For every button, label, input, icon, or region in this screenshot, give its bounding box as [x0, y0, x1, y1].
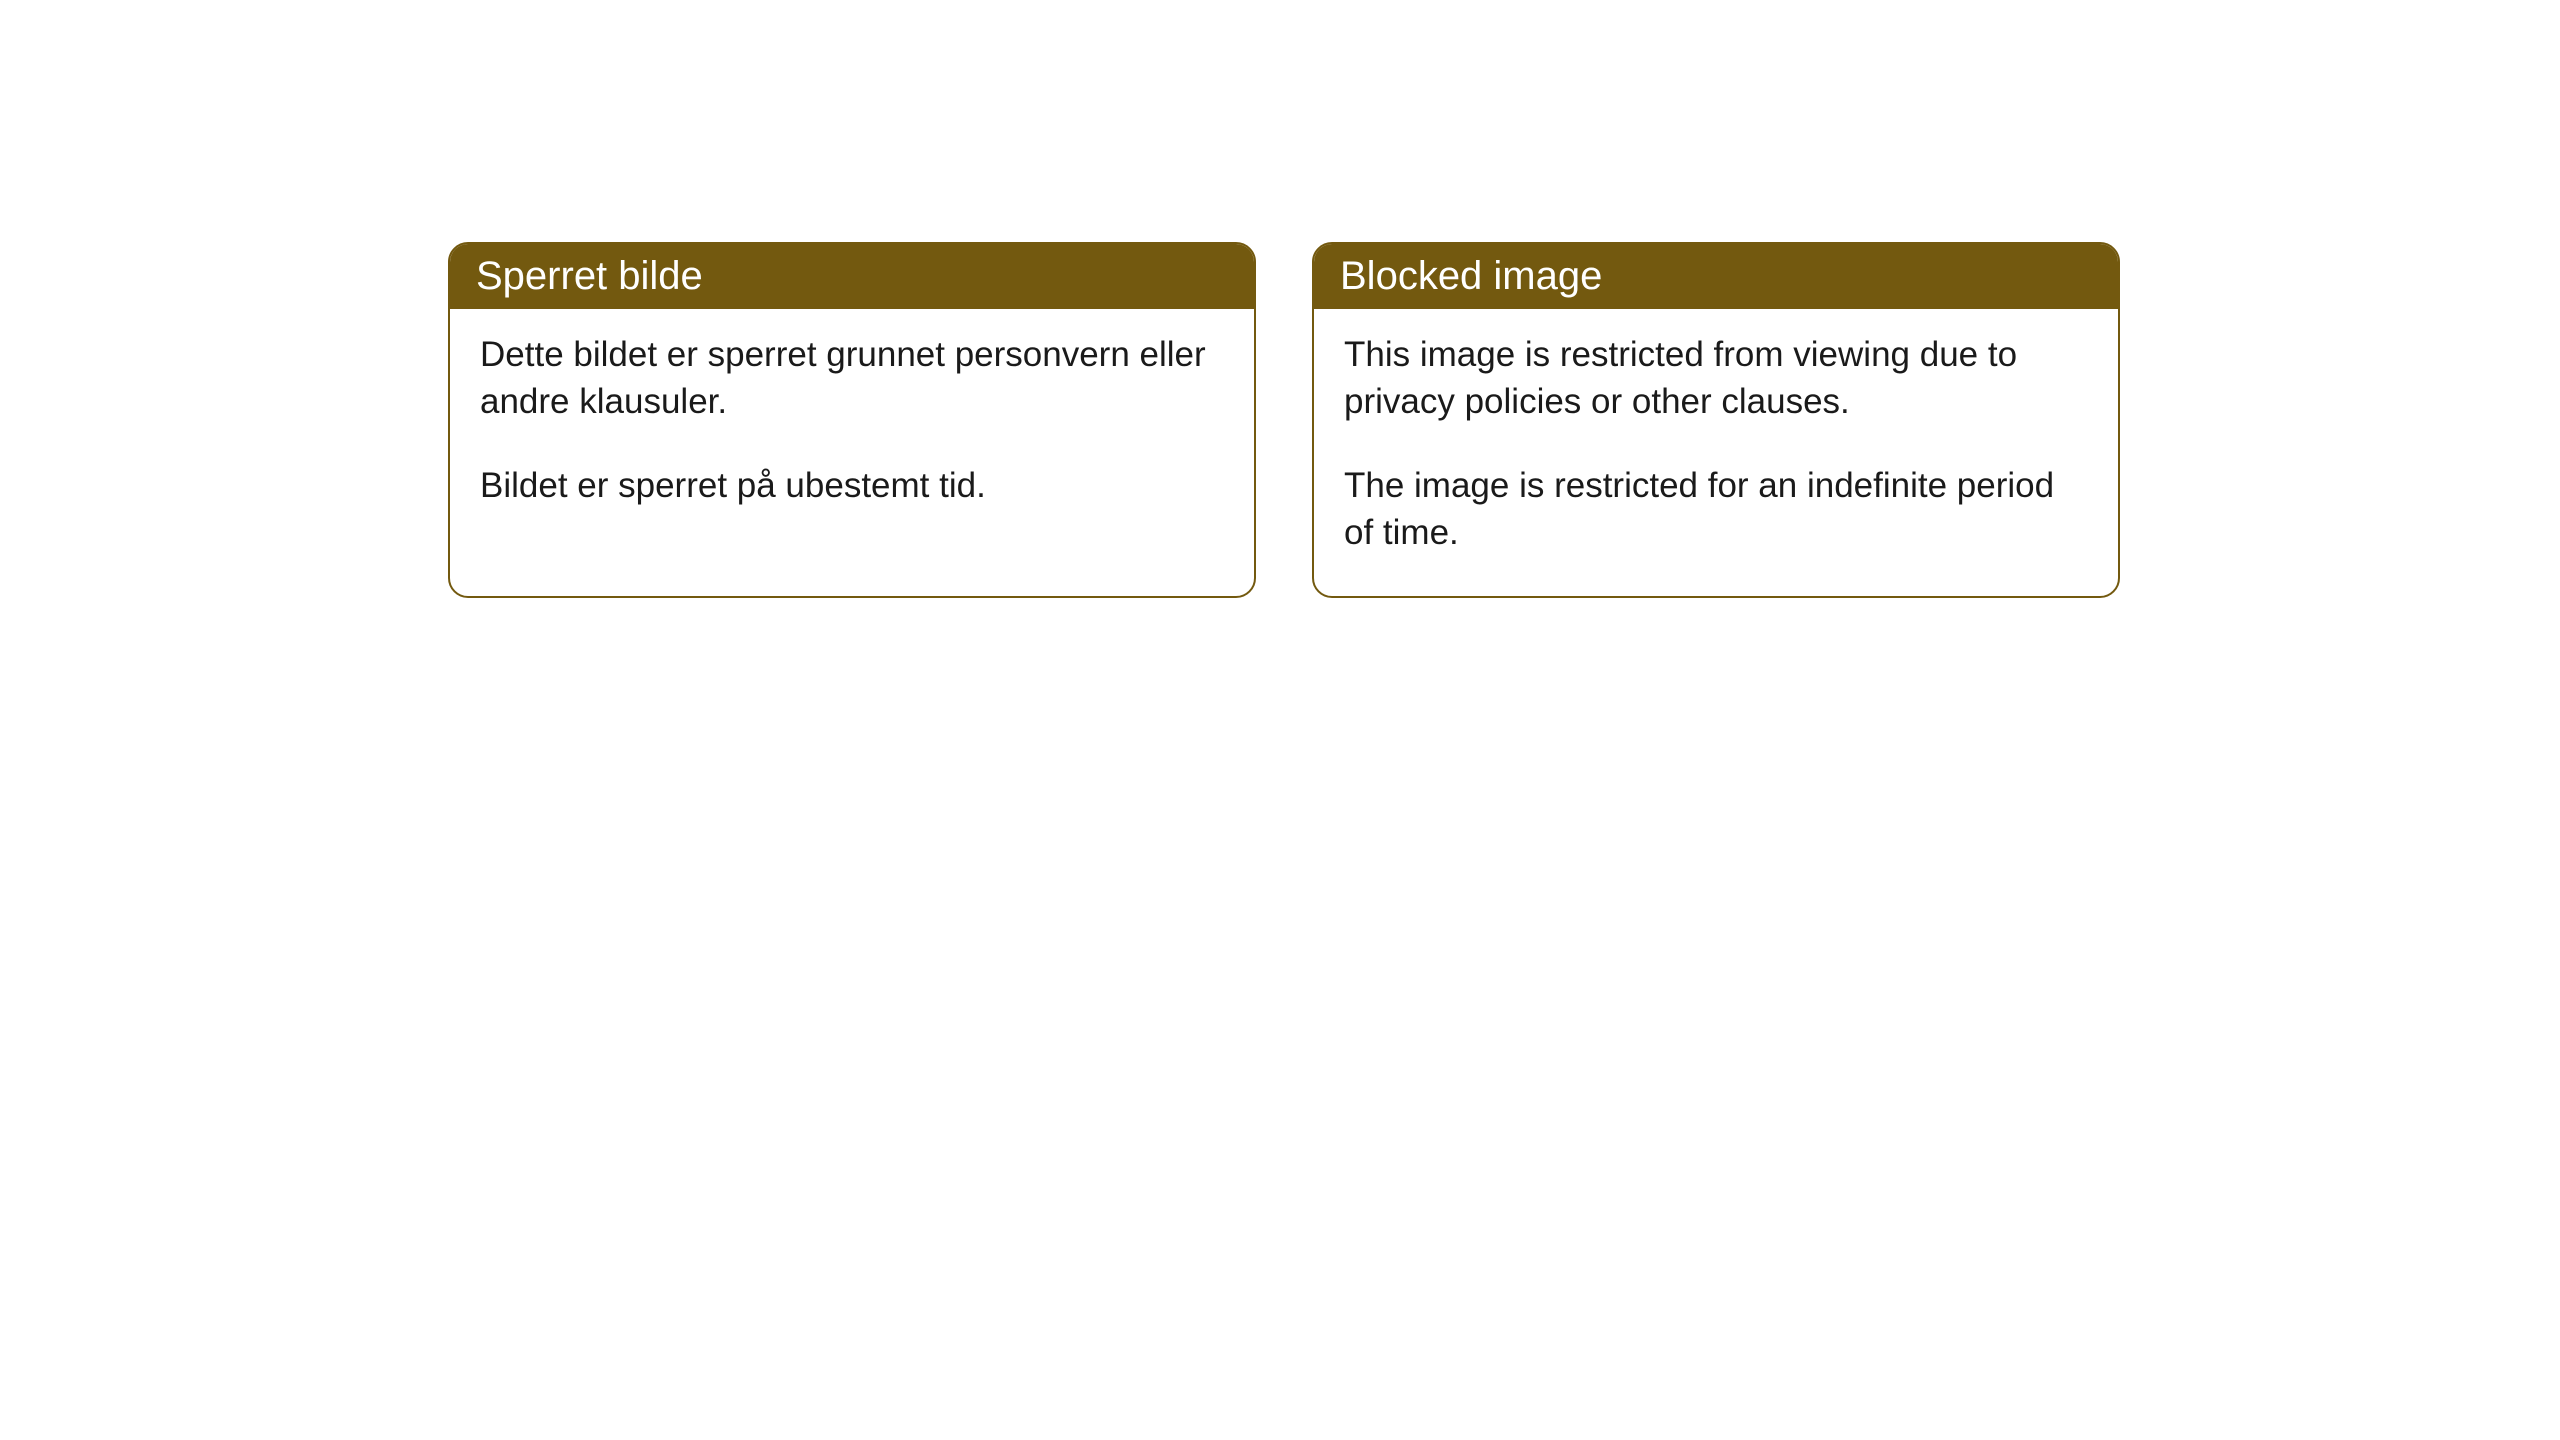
- notice-card-english: Blocked image This image is restricted f…: [1312, 242, 2120, 598]
- card-title-english: Blocked image: [1340, 254, 1602, 298]
- card-body-english: This image is restricted from viewing du…: [1314, 309, 2118, 596]
- card-paragraph-2-english: The image is restricted for an indefinit…: [1344, 462, 2088, 557]
- card-header-norwegian: Sperret bilde: [450, 244, 1254, 309]
- card-paragraph-1-norwegian: Dette bildet er sperret grunnet personve…: [480, 331, 1224, 426]
- card-body-norwegian: Dette bildet er sperret grunnet personve…: [450, 309, 1254, 549]
- card-paragraph-1-english: This image is restricted from viewing du…: [1344, 331, 2088, 426]
- card-header-english: Blocked image: [1314, 244, 2118, 309]
- card-title-norwegian: Sperret bilde: [476, 254, 703, 298]
- notice-card-norwegian: Sperret bilde Dette bildet er sperret gr…: [448, 242, 1256, 598]
- card-paragraph-2-norwegian: Bildet er sperret på ubestemt tid.: [480, 462, 1224, 509]
- notice-container: Sperret bilde Dette bildet er sperret gr…: [0, 0, 2560, 598]
